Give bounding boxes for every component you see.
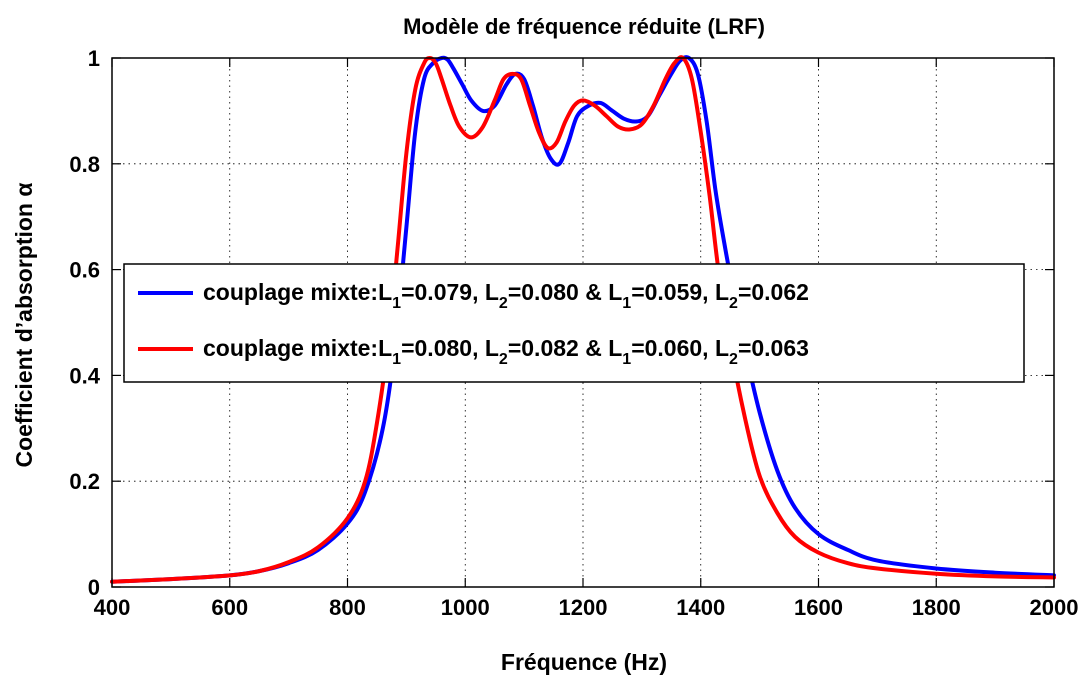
- x-tick-label: 2000: [1030, 595, 1079, 620]
- x-tick-label: 1000: [441, 595, 490, 620]
- legend: couplage mixte:L1=0.079, L2=0.080 & L1=0…: [123, 263, 1025, 383]
- legend-subscript: 2: [499, 295, 508, 312]
- legend-value: =0.062: [738, 279, 809, 305]
- legend-value: =0.079,: [401, 279, 485, 305]
- legend-subscript: 2: [499, 351, 508, 368]
- chart-title: Modèle de fréquence réduite (LRF): [403, 14, 765, 39]
- legend-prefix: couplage mixte:: [203, 335, 378, 361]
- legend-var: L: [715, 279, 729, 305]
- x-tick-label: 800: [329, 595, 366, 620]
- legend-value: =0.060,: [631, 335, 715, 361]
- x-tick-labels: 400 600 800 1000 1200 1400 1600 1800 2000: [94, 595, 1079, 620]
- legend-var: L: [608, 279, 622, 305]
- y-tick-label: 0: [88, 575, 100, 600]
- x-axis-label: Fréquence (Hz): [501, 649, 667, 675]
- y-axis-label: Coefficient d’absorption α: [11, 182, 37, 467]
- legend-value: =0.080,: [401, 335, 485, 361]
- x-tick-label: 600: [211, 595, 248, 620]
- legend-subscript: 2: [729, 351, 738, 368]
- legend-entry-1: couplage mixte:L1=0.079, L2=0.080 & L1=0…: [203, 279, 809, 312]
- legend-value: =0.082 &: [508, 335, 608, 361]
- y-tick-label: 1: [88, 46, 100, 71]
- legend-var: L: [608, 335, 622, 361]
- x-tick-label: 1400: [676, 595, 725, 620]
- legend-var: L: [485, 335, 499, 361]
- y-tick-label: 0.2: [69, 469, 100, 494]
- legend-var: L: [378, 335, 392, 361]
- legend-value: =0.059,: [631, 279, 715, 305]
- legend-var: L: [715, 335, 729, 361]
- y-tick-label: 0.8: [69, 152, 100, 177]
- x-tick-label: 400: [94, 595, 131, 620]
- x-tick-label: 1600: [794, 595, 843, 620]
- legend-subscript: 1: [392, 351, 401, 368]
- legend-value: =0.080 &: [508, 279, 608, 305]
- legend-prefix: couplage mixte:: [203, 279, 378, 305]
- ticks: [111, 57, 1055, 588]
- legend-subscript: 1: [392, 295, 401, 312]
- y-tick-labels: 0 0.2 0.4 0.6 0.8 1: [69, 46, 100, 600]
- legend-entry-2: couplage mixte:L1=0.080, L2=0.082 & L1=0…: [203, 335, 809, 368]
- legend-subscript: 2: [729, 295, 738, 312]
- legend-box: [123, 263, 1025, 383]
- legend-value: =0.063: [738, 335, 809, 361]
- y-tick-label: 0.4: [69, 363, 100, 388]
- legend-subscript: 1: [622, 295, 631, 312]
- legend-var: L: [485, 279, 499, 305]
- legend-var: L: [378, 279, 392, 305]
- legend-subscript: 1: [622, 351, 631, 368]
- y-tick-label: 0.6: [69, 258, 100, 283]
- x-tick-label: 1800: [912, 595, 961, 620]
- x-tick-label: 1200: [559, 595, 608, 620]
